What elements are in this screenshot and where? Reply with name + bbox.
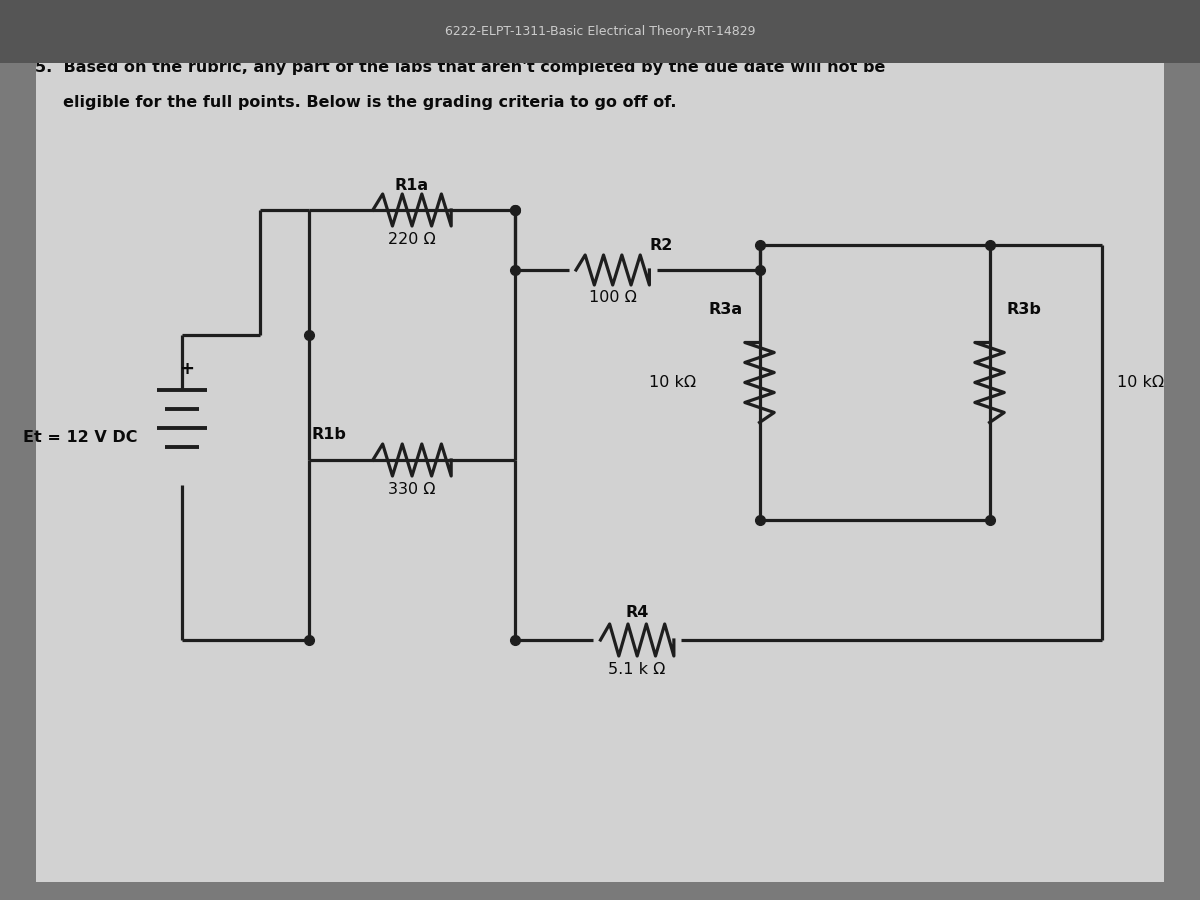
Text: R2: R2 xyxy=(650,238,673,253)
Text: 100 Ω: 100 Ω xyxy=(589,290,637,305)
Text: Et = 12 V DC: Et = 12 V DC xyxy=(24,430,138,445)
Text: 5.  Based on the rubric, any part of the labs that aren't completed by the due d: 5. Based on the rubric, any part of the … xyxy=(35,60,886,75)
Text: R4: R4 xyxy=(625,605,649,620)
Text: 5.1 k Ω: 5.1 k Ω xyxy=(608,662,666,677)
Text: R3b: R3b xyxy=(1007,302,1042,318)
Text: each individual resistor.: each individual resistor. xyxy=(202,28,418,43)
Text: +: + xyxy=(179,360,194,378)
Text: R1a: R1a xyxy=(395,178,430,193)
Text: eligible for the full points. Below is the grading criteria to go off of.: eligible for the full points. Below is t… xyxy=(35,95,677,110)
Text: R1b: R1b xyxy=(311,427,347,442)
Text: 6222-ELPT-1311-Basic Electrical Theory-RT-14829: 6222-ELPT-1311-Basic Electrical Theory-R… xyxy=(445,25,755,38)
Text: R3a: R3a xyxy=(708,302,743,318)
Text: 10 kΩ: 10 kΩ xyxy=(649,375,696,390)
Text: 10 kΩ: 10 kΩ xyxy=(1117,375,1164,390)
Text: 220 Ω: 220 Ω xyxy=(388,232,436,247)
Text: 330 Ω: 330 Ω xyxy=(389,482,436,497)
